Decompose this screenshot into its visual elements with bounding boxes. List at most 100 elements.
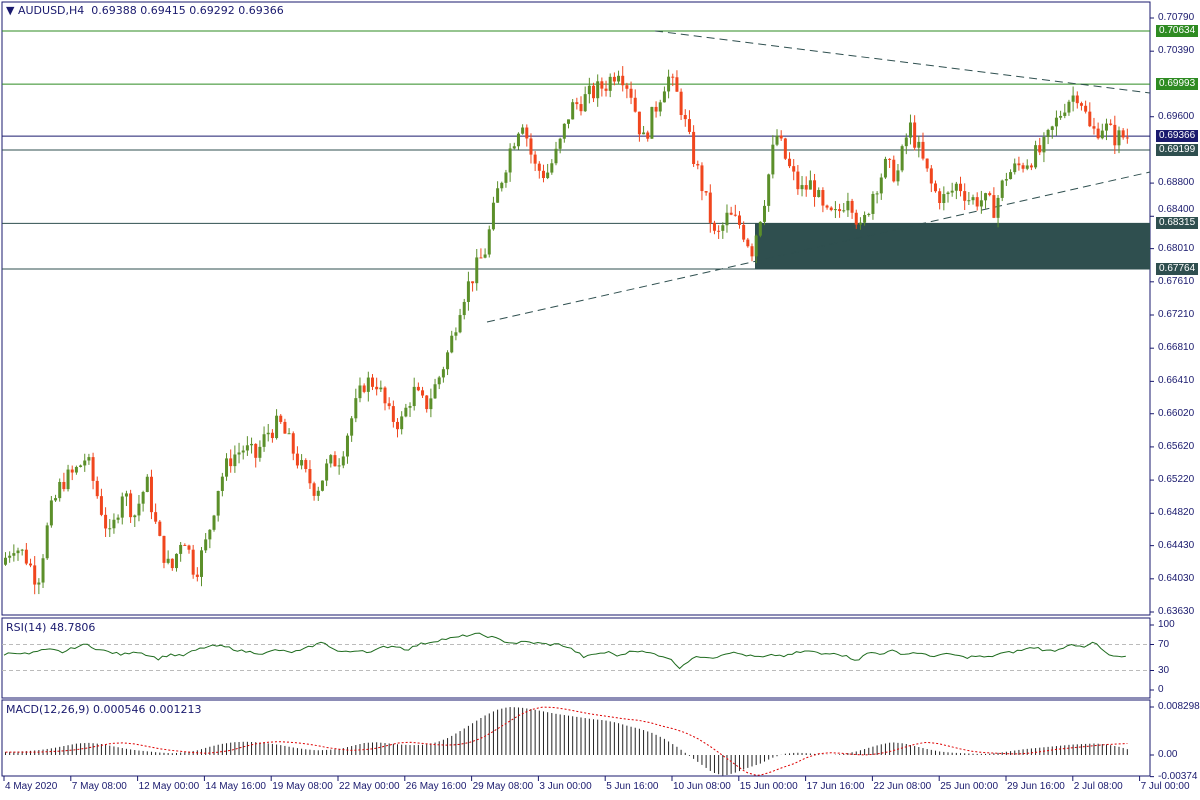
candle [846,192,850,217]
candle [775,129,779,147]
candle [625,82,629,99]
candle [679,88,683,121]
candle-body [529,138,533,155]
candle-body [66,469,70,490]
candle [74,465,78,475]
candle-body [412,386,416,407]
candle [863,211,867,226]
candle [250,437,254,454]
price-tick-label: 0.70390 [1158,45,1195,57]
candle [20,548,24,556]
candle-body [354,398,358,419]
candle-body [1059,115,1063,118]
candle [16,547,20,561]
candle [554,141,558,166]
candle-body [900,146,904,171]
candle-body [1125,137,1129,139]
candle-body [662,91,666,103]
candle [1104,118,1108,141]
candle [1100,123,1104,140]
macd-title: MACD(12,26,9) 0.000546 0.001213 [6,703,202,716]
candle [900,144,904,173]
candle [1096,122,1100,140]
candle-body [562,123,566,139]
candle-body [87,457,91,461]
candle-body [149,476,153,513]
candle-body [1067,101,1071,113]
candle [362,383,366,394]
candle-body [883,158,887,178]
candle [41,554,45,589]
candle [237,442,241,464]
candle [575,97,579,110]
candle-body [508,148,512,173]
candle [387,397,391,410]
candle [354,388,358,423]
candle-body [216,490,220,516]
candle [479,248,483,259]
candle [629,81,633,105]
candle-body [950,190,954,193]
candle [767,173,771,212]
time-axis-label: 7 Jul 00:00 [1140,781,1190,792]
price-tick-label: 0.67210 [1158,309,1195,320]
candle [1121,128,1125,140]
candle-body [933,183,937,192]
candle-body [483,254,487,258]
candle-body [212,515,216,530]
candle-body [596,81,600,99]
candle-body [533,154,537,164]
candle [312,481,316,501]
candle [179,542,183,562]
candle [954,181,958,200]
candle [462,298,466,320]
candle [604,80,608,97]
candle-body [679,91,683,115]
candle-body [396,421,400,430]
candle-body [1046,129,1050,138]
candle [838,203,842,218]
candle-body [33,565,37,585]
candle [1084,100,1088,114]
candle-body [1025,165,1029,169]
candle-body [796,171,800,190]
candle-body [124,493,128,497]
candle [79,464,83,468]
candle-body [775,135,779,145]
collapse-triangle-icon[interactable]: ▼ [6,4,15,17]
candle [1000,179,1004,202]
candle-body [475,257,479,284]
candle-body [829,207,833,211]
candle-body [975,197,979,207]
candle [925,158,929,172]
candle [637,111,641,142]
candle-body [170,558,174,569]
candle [521,124,525,135]
candle [592,82,596,103]
candle [4,552,7,566]
candle [650,106,654,139]
candle-body [608,76,612,91]
level-price-tag: 0.70634 [1156,24,1199,37]
candle-body [771,144,775,175]
candle [842,202,846,213]
candle [758,221,762,238]
candle-body [804,185,808,190]
candle-body [592,85,596,99]
candle [162,535,166,569]
candle-body [604,88,608,91]
candle [12,544,16,562]
candle-body [1021,165,1025,169]
candle [124,490,128,507]
price-tick-label: 0.67610 [1158,276,1195,288]
candle [779,130,783,141]
candle [612,72,616,86]
candle [1071,86,1075,112]
candle-body [258,446,262,458]
candle [158,519,162,537]
candle-body [129,493,133,518]
candle [1017,156,1021,171]
candle-body [491,202,495,230]
candle-body [337,465,341,467]
